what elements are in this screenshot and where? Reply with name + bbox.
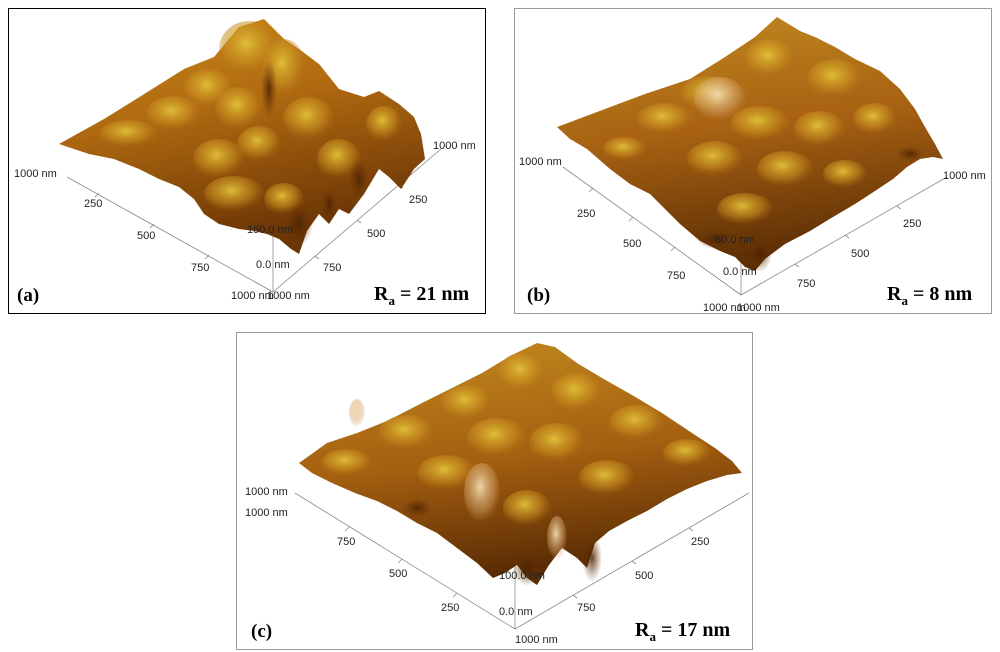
ra-symbol: R — [887, 283, 902, 305]
z-axis-top: 50.0 nm — [715, 234, 755, 246]
ra-symbol: R — [374, 283, 389, 305]
z-axis-top: 150.0 nm — [247, 224, 293, 236]
axis-label-corner-left-2: 1000 nm — [245, 507, 288, 519]
tick-right-750: 750 — [797, 278, 815, 290]
tick-left-500: 500 — [137, 230, 155, 242]
tick-left-250: 250 — [84, 198, 102, 210]
tick-left-750: 750 — [191, 262, 209, 274]
z-axis-top: 100.0 nm — [499, 570, 545, 582]
ra-value: = 8 nm — [912, 283, 973, 305]
tick-right-500: 500 — [635, 570, 653, 582]
afm-panel-c: 1000 nm 1000 nm 1000 nm 750 500 250 250 … — [236, 332, 753, 650]
ra-subscript: a — [649, 629, 656, 644]
panel-letter-c: (c) — [251, 621, 273, 642]
axis-label-corner-right: 1000 nm — [433, 140, 476, 152]
axis-lines — [66, 148, 442, 293]
tick-right-500: 500 — [851, 248, 869, 260]
axis-label-bottom-right: 1000 nm — [737, 302, 780, 314]
ra-value: = 17 nm — [660, 619, 731, 641]
ra-subscript: a — [388, 293, 395, 308]
afm-surface-a: 1000 nm 1000 nm 1000 nm 1000 nm 250 500 … — [14, 19, 476, 302]
afm-panel-a: 1000 nm 1000 nm 1000 nm 1000 nm 250 500 … — [8, 8, 486, 314]
tick-right-750: 750 — [577, 602, 595, 614]
tick-left-500: 500 — [389, 568, 407, 580]
surface-body — [299, 343, 742, 585]
axis-label-corner-right: 1000 nm — [943, 170, 986, 182]
roughness-label-a: Ra = 21 nm — [374, 283, 469, 309]
tick-right-250: 250 — [409, 194, 427, 206]
afm-surface-c: 1000 nm 1000 nm 1000 nm 750 500 250 250 … — [245, 343, 750, 646]
surface-texture — [99, 21, 402, 246]
surface-texture — [321, 353, 711, 586]
axis-label-corner-left: 1000 nm — [14, 168, 57, 180]
z-axis-bottom: 0.0 nm — [723, 266, 757, 278]
axis-label-bottom-left: 1000 nm — [231, 290, 274, 302]
roughness-label-b: Ra = 8 nm — [887, 283, 972, 309]
axis-label-bottom-right: 1000 nm — [267, 290, 310, 302]
tick-right-250: 250 — [691, 536, 709, 548]
ra-subscript: a — [901, 293, 908, 308]
tick-left-250: 250 — [577, 208, 595, 220]
tick-left-500: 500 — [623, 238, 641, 250]
ra-value: = 21 nm — [399, 283, 470, 305]
axis-label-bottom: 1000 nm — [515, 634, 558, 646]
axis-label-corner-left: 1000 nm — [519, 156, 562, 168]
tick-right-750: 750 — [323, 262, 341, 274]
axis-label-bottom-left: 1000 nm — [703, 302, 746, 314]
panel-letter-b: (b) — [527, 285, 551, 306]
afm-panel-b: 1000 nm 1000 nm 1000 nm 1000 nm 250 500 … — [514, 8, 992, 314]
axis-lines — [294, 492, 750, 630]
z-axis-bottom: 0.0 nm — [256, 259, 290, 271]
axis-label-corner-left-1: 1000 nm — [245, 486, 288, 498]
panel-letter-a: (a) — [17, 285, 40, 306]
afm-surface-b: 1000 nm 1000 nm 1000 nm 1000 nm 250 500 … — [519, 17, 986, 314]
tick-right-500: 500 — [367, 228, 385, 240]
tick-left-750: 750 — [667, 270, 685, 282]
ra-symbol: R — [635, 619, 650, 641]
tick-left-250: 250 — [441, 602, 459, 614]
surface-texture — [603, 39, 924, 272]
z-axis-bottom: 0.0 nm — [499, 606, 533, 618]
roughness-label-c: Ra = 17 nm — [635, 619, 730, 645]
tick-right-250: 250 — [903, 218, 921, 230]
tick-left-750: 750 — [337, 536, 355, 548]
